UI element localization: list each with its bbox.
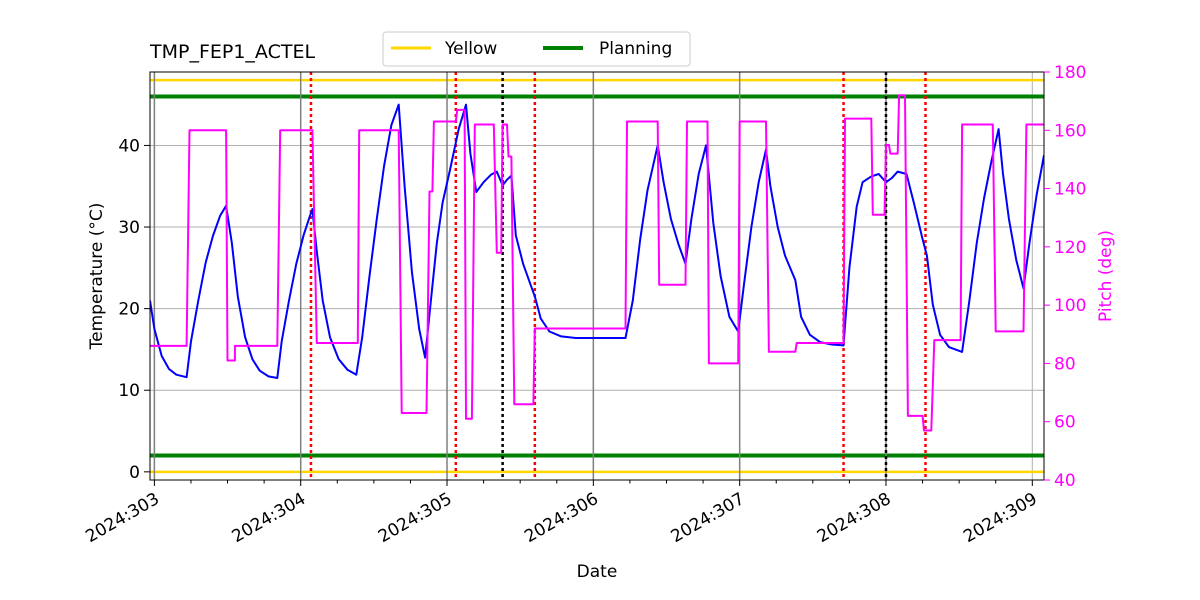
y-left-tick-label-4: 40 <box>118 136 140 156</box>
y-left-tick-label-3: 30 <box>118 218 140 238</box>
vertical-markers <box>153 72 927 480</box>
y-right-tick-label-4: 120 <box>1054 238 1086 258</box>
y-right-tick-label-5: 140 <box>1054 180 1086 200</box>
legend: Yellow Planning <box>382 31 691 67</box>
y-right-tick-label-6: 160 <box>1054 121 1086 141</box>
y-right-tick-label-1: 60 <box>1054 413 1076 433</box>
y-left-tick-label-1: 10 <box>118 381 140 401</box>
y-axis-right-label: Pitch (deg) <box>1096 230 1116 322</box>
limit-lines <box>150 78 1044 474</box>
y-right-tick-label-2: 80 <box>1054 354 1076 374</box>
x-axis-label: Date <box>577 562 618 582</box>
legend-label-yellow: Yellow <box>444 39 497 59</box>
temperature-series-line <box>150 103 1044 379</box>
y-axis-left: 0 10 20 30 40 <box>118 136 150 483</box>
legend-label-planning: Planning <box>599 39 672 59</box>
y-right-tick-label-3: 100 <box>1054 296 1086 316</box>
plot-frame <box>149 71 1045 481</box>
pitch-series-line <box>150 94 1044 432</box>
chart-title: TMP_FEP1_ACTEL <box>149 41 315 63</box>
y-left-tick-label-2: 20 <box>118 300 140 320</box>
series-lines <box>150 94 1044 432</box>
y-axis-left-label: Temperature (°C) <box>87 203 107 351</box>
y-axis-right: 40 60 80 100 120 140 160 180 <box>1044 63 1086 491</box>
legend-box <box>382 31 691 67</box>
y-left-tick-label-0: 0 <box>129 463 140 483</box>
y-right-tick-label-7: 180 <box>1054 63 1086 83</box>
y-right-tick-label-0: 40 <box>1054 471 1076 491</box>
